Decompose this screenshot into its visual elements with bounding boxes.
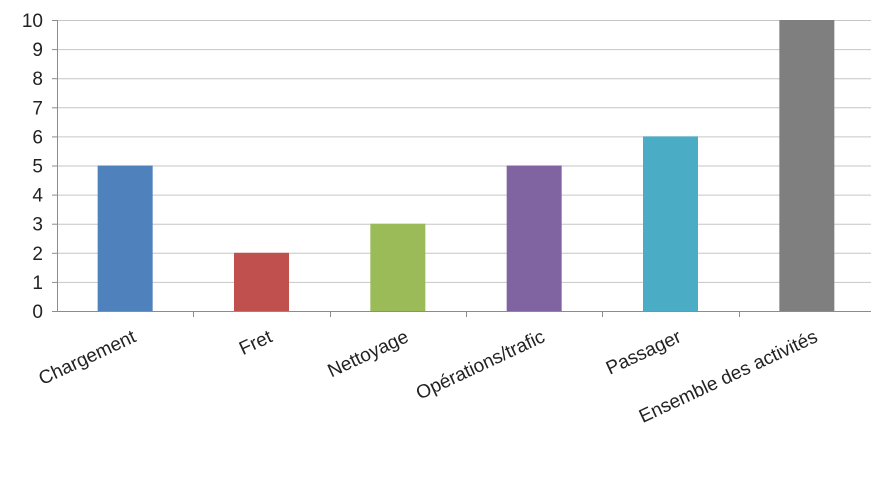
gridlines (57, 20, 871, 283)
bar (234, 252, 289, 311)
bar (643, 136, 698, 311)
x-category-label: Nettoyage (325, 326, 412, 382)
y-tick-label: 8 (32, 69, 43, 90)
y-tick-labels: 0 1 2 3 4 5 6 7 8 9 10 (22, 11, 44, 323)
bars (97, 20, 835, 311)
y-tick-label: 2 (32, 244, 43, 265)
y-tick-label: 5 (32, 157, 43, 178)
y-tick-label: 0 (32, 302, 43, 323)
x-category-labels: Chargement Fret Nettoyage Opérations/trafic… (36, 326, 821, 427)
y-tick-label: 6 (32, 127, 43, 148)
y-tick-label: 4 (32, 186, 43, 207)
x-category-label: Fret (236, 326, 276, 360)
y-tick-label: 7 (32, 98, 43, 119)
bar (370, 223, 426, 311)
x-category-label: Chargement (36, 326, 140, 390)
x-category-label: Opérations/trafic (413, 326, 548, 404)
bar (506, 165, 562, 311)
y-tick-label: 3 (32, 215, 43, 236)
y-tick-label: 10 (22, 11, 43, 32)
bar (97, 165, 153, 311)
axes (52, 20, 871, 317)
bar (779, 20, 835, 311)
x-category-label: Passager (603, 326, 685, 379)
y-tick-label: 1 (32, 273, 43, 294)
y-tick-label: 9 (32, 40, 43, 61)
